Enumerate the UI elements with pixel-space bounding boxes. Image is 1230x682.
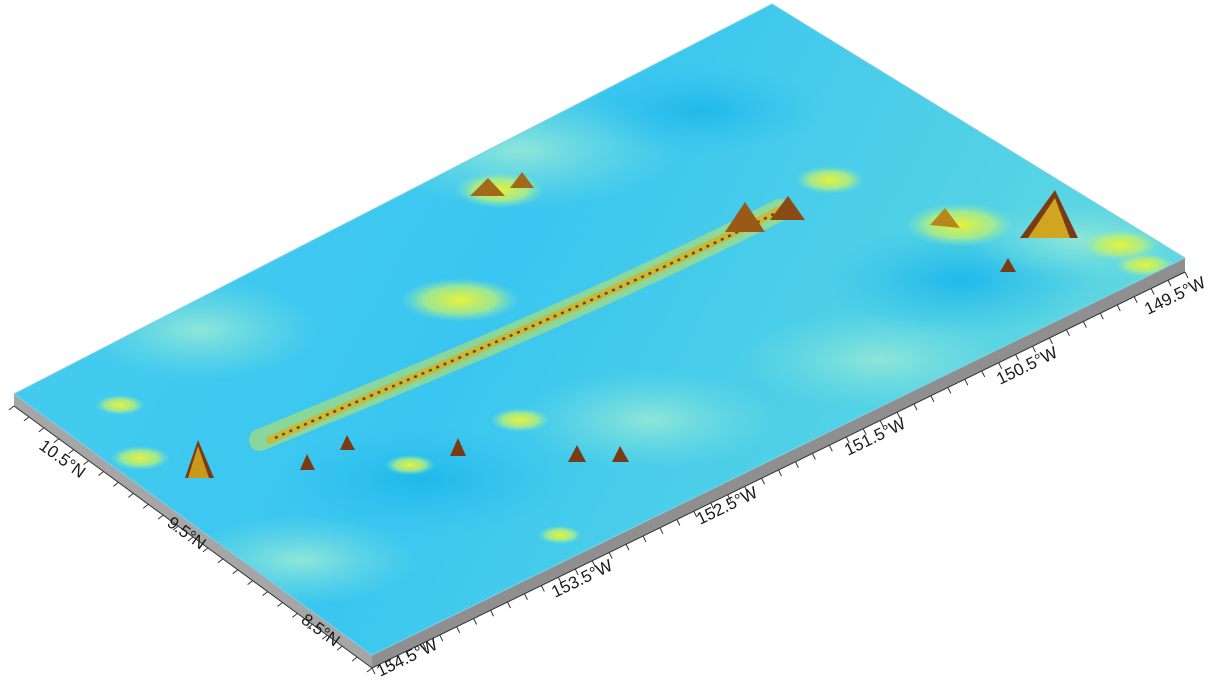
lat-tick: [98, 471, 104, 476]
lon-tick: [574, 568, 579, 576]
lon-tick: [930, 395, 935, 402]
lon-tick: [862, 428, 867, 435]
lon-tick: [422, 643, 427, 650]
lon-tick: [676, 519, 681, 526]
lon-tick: [371, 667, 376, 675]
lon-tick: [964, 379, 969, 386]
lat-tick: [38, 427, 45, 433]
lon-tick: [1184, 271, 1189, 279]
lon-tick: [1082, 321, 1087, 328]
lon-tick: [693, 511, 698, 518]
lat-tick: [157, 514, 164, 520]
lon-tick: [523, 593, 528, 600]
lat-tick: [202, 547, 209, 553]
lat-tick: [262, 591, 268, 596]
lon-tick: [744, 486, 749, 493]
lon-tick: [998, 362, 1003, 369]
lon-tick: [1116, 304, 1121, 312]
lon-tick: [608, 552, 613, 559]
lon-tick: [710, 502, 715, 510]
lat-tick: [351, 656, 358, 662]
lat-tick: [53, 438, 60, 444]
lat-tick: [247, 580, 253, 586]
lon-tick: [778, 469, 782, 477]
lat-tick: [321, 634, 328, 640]
lon-tick: [659, 527, 664, 534]
lon-tick: [761, 478, 766, 485]
lon-tick: [1049, 337, 1053, 345]
lon-tick: [896, 412, 901, 419]
lon-tick: [794, 461, 799, 468]
lat-tick: [277, 602, 283, 607]
lon-tick: [507, 601, 511, 609]
lat-tick: [23, 416, 30, 422]
lon-tick: [828, 445, 833, 452]
lat-tick: [307, 623, 313, 629]
lat-tick: [232, 569, 239, 575]
lat-tick: [142, 503, 149, 509]
lon-tick: [1150, 288, 1155, 295]
lon-tick: [845, 436, 850, 444]
block-left-side: [14, 394, 372, 668]
lat-tick: [292, 613, 298, 618]
lat-tick: [336, 645, 343, 651]
lat-tick: [172, 525, 179, 531]
seamount-peaks: [185, 172, 1078, 478]
lon-tick: [1133, 296, 1138, 303]
lat-tick: [83, 460, 89, 465]
lat-tick: [366, 667, 373, 673]
lon-tick: [473, 618, 478, 625]
lat-tick: [217, 558, 224, 564]
lon-tick: [879, 420, 884, 427]
lat-tick: [128, 492, 134, 498]
lat-tick: [8, 405, 15, 411]
lon-tick: [405, 651, 410, 658]
lon-tick: [1015, 354, 1020, 361]
lon-tick: [913, 403, 918, 411]
seamount-chain: [249, 199, 791, 451]
lon-tick: [625, 544, 630, 551]
lon-tick: [811, 453, 816, 460]
lon-tick: [540, 585, 545, 592]
lon-tick: [1167, 280, 1172, 287]
lon-tick: [727, 494, 732, 501]
block-right-side: [372, 258, 1185, 668]
lat-tick: [68, 449, 74, 455]
lon-tick: [947, 387, 952, 394]
lon-tick: [591, 560, 596, 567]
lon-tick: [557, 577, 562, 584]
lon-tick: [1032, 346, 1037, 353]
lon-tick: [490, 610, 495, 617]
lon-tick: [1065, 329, 1070, 336]
lon-tick: [439, 634, 444, 642]
lat-tick: [113, 482, 119, 487]
lon-tick: [642, 535, 647, 543]
lon-tick: [1099, 313, 1104, 320]
lat-tick: [187, 536, 194, 542]
lon-tick: [388, 659, 393, 666]
lon-tick: [456, 626, 461, 633]
lon-tick: [981, 370, 986, 378]
